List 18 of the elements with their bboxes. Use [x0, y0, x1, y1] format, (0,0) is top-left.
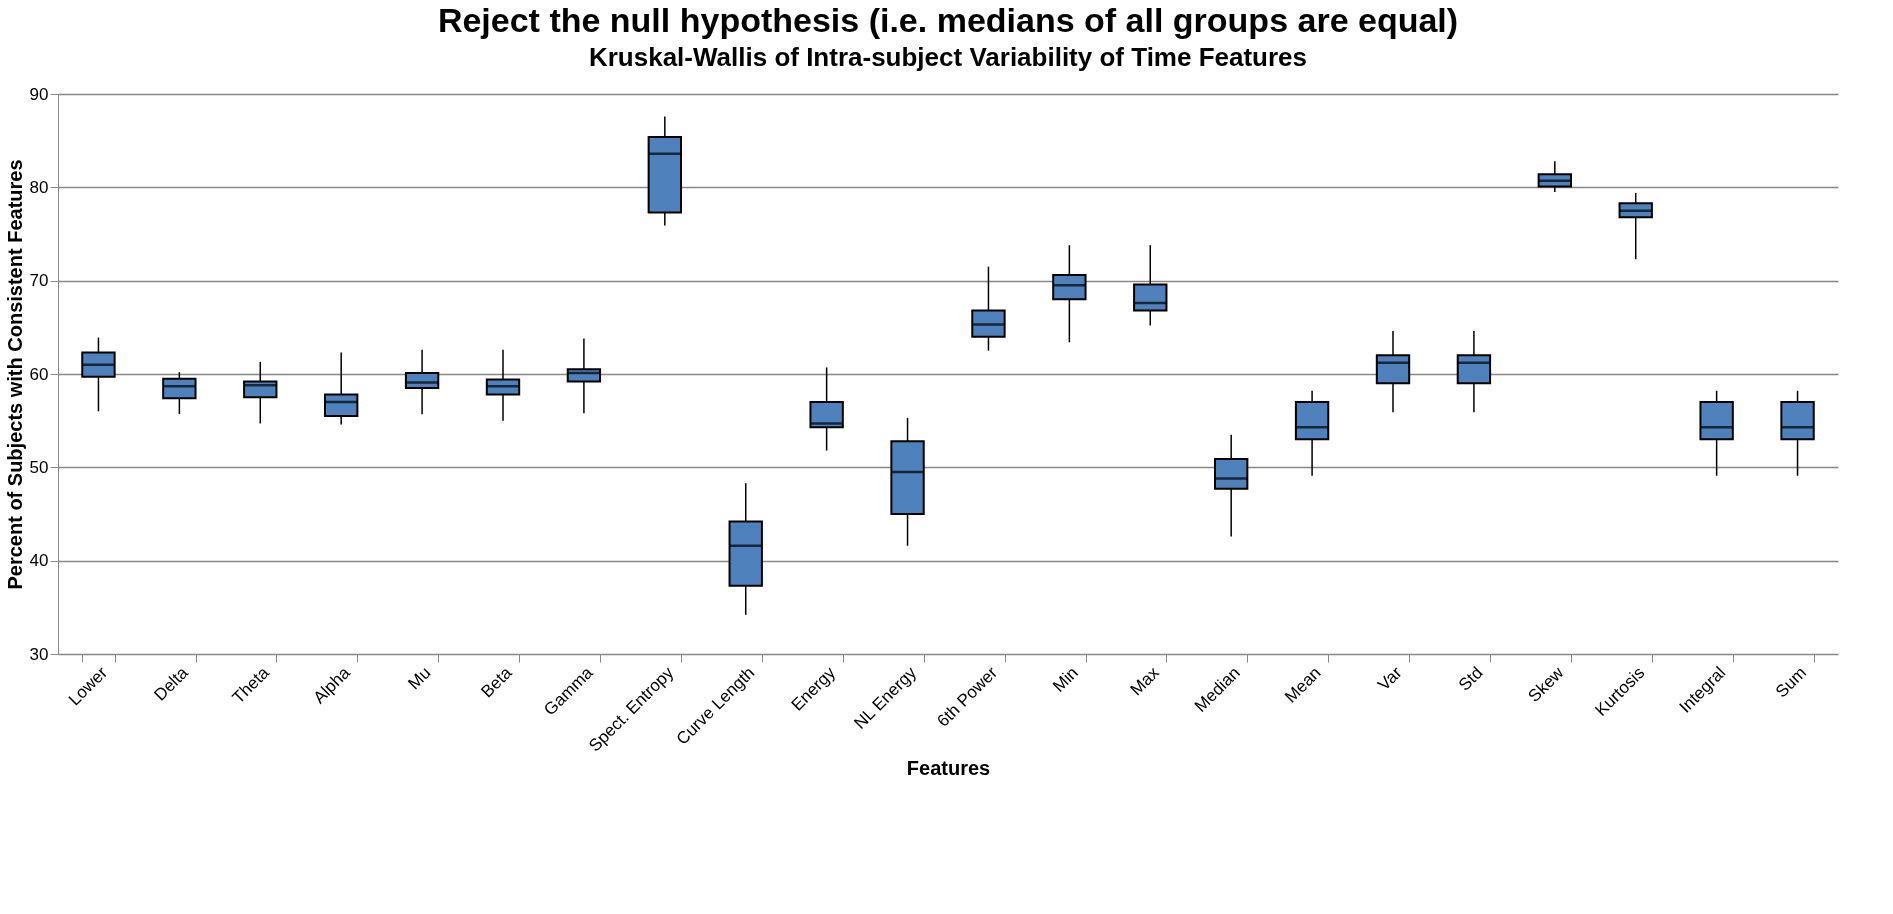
x-tick-label: Sum — [1771, 663, 1811, 702]
y-axis-title: Percent of Subjects with Consistent Features — [3, 159, 26, 590]
x-tick-label: Var — [1374, 662, 1406, 695]
y-tick-label: 70 — [29, 271, 49, 291]
y-tick-label: 40 — [29, 551, 49, 571]
y-tick-label: 80 — [29, 177, 49, 197]
x-tick-label: Mu — [404, 663, 435, 694]
x-tick-label: Min — [1049, 663, 1082, 696]
y-tick-label: 90 — [29, 84, 49, 104]
x-tick-label: Std — [1454, 663, 1487, 695]
chart-subtitle: Kruskal-Wallis of Intra-subject Variability of Time Features — [588, 42, 1308, 72]
chart-title: Reject the null hypothesis (i.e. medians of all groups are equal) — [437, 1, 1459, 39]
y-tick-label: 60 — [29, 364, 49, 384]
y-tick-label: 30 — [29, 644, 49, 664]
x-axis-title: Features — [906, 756, 991, 779]
y-tick-label: 50 — [29, 457, 49, 477]
x-tick-label: Max — [1126, 662, 1164, 700]
x-tick-label: Beta — [477, 662, 516, 702]
